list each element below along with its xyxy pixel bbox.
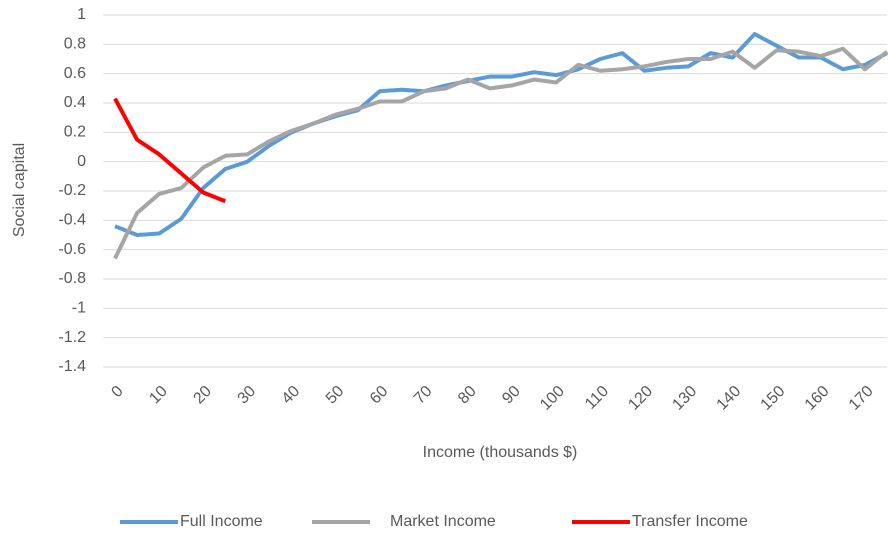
y-tick-label: 0.8 [64, 36, 86, 53]
x-tick-label: 120 [625, 383, 656, 414]
y-tick-label: 0 [77, 153, 86, 170]
y-tick-label: -1 [72, 300, 86, 317]
legend-label: Full Income [180, 513, 263, 530]
legend-label: Market Income [390, 513, 496, 530]
x-tick-label: 40 [279, 383, 304, 408]
x-tick-label: 70 [411, 383, 436, 408]
y-tick-label: -1.4 [58, 358, 86, 375]
y-tick-label: -0.2 [58, 182, 86, 199]
series-line [114, 32, 888, 237]
series-line [113, 97, 227, 204]
x-tick-label: 140 [714, 383, 745, 414]
x-tick-label: 100 [537, 383, 568, 414]
x-tick-label: 170 [846, 383, 877, 414]
y-tick-label: -1.2 [58, 329, 86, 346]
x-axis-title: Income (thousands $) [423, 444, 578, 461]
y-tick-label: 0.4 [64, 94, 86, 111]
series-line [113, 46, 889, 260]
x-tick-label: 150 [758, 383, 789, 414]
x-tick-label: 160 [802, 383, 833, 414]
x-tick-label: 30 [235, 383, 260, 408]
y-tick-label: -0.6 [58, 241, 86, 258]
x-tick-label: 90 [499, 383, 524, 408]
x-tick-label: 10 [146, 383, 171, 408]
y-tick-label: 0.2 [64, 124, 86, 141]
y-tick-label: -0.4 [58, 212, 86, 229]
x-tick-label: 110 [582, 383, 612, 413]
x-tick-label: 80 [455, 383, 480, 408]
x-tick-label: 60 [367, 383, 392, 408]
x-tick-label: 0 [108, 383, 126, 401]
y-tick-label: 0.6 [64, 65, 86, 82]
x-tick-label: 130 [669, 383, 700, 414]
y-tick-label: -0.8 [58, 270, 86, 287]
x-tick-label: 50 [323, 383, 348, 408]
legend-label: Transfer Income [632, 513, 748, 530]
y-axis-title: Social capital [11, 143, 28, 237]
x-tick-label: 20 [190, 383, 215, 408]
y-tick-label: 1 [77, 6, 86, 23]
